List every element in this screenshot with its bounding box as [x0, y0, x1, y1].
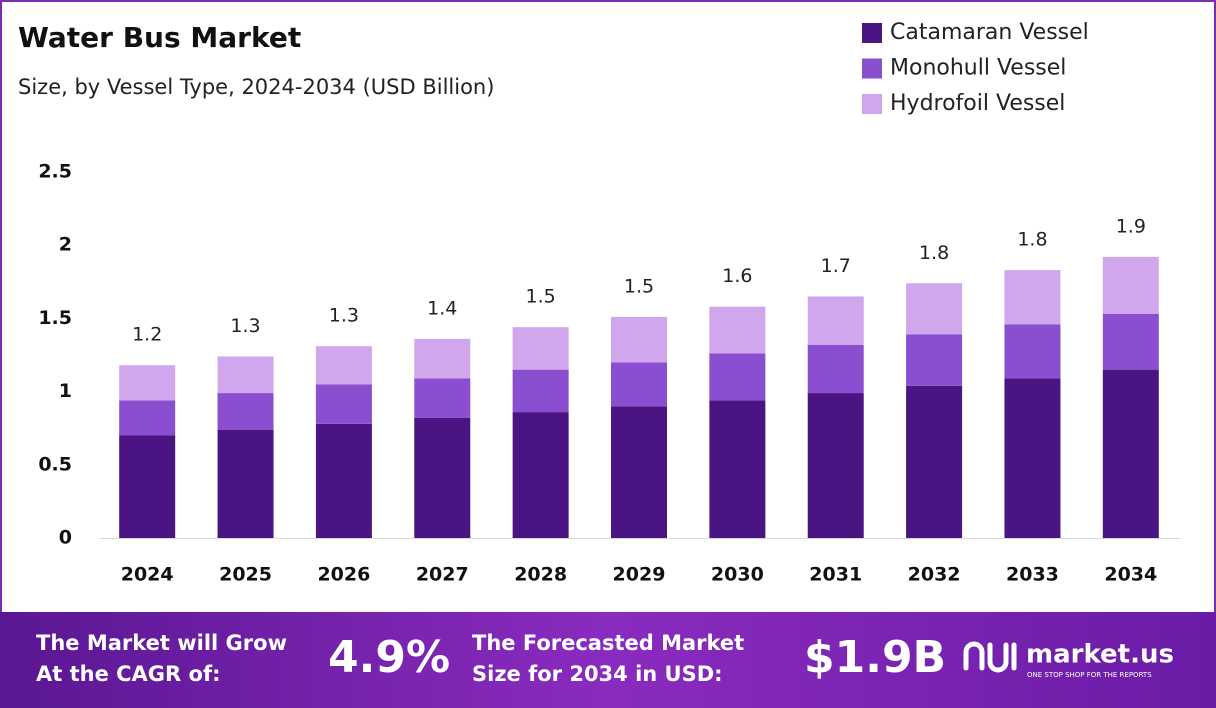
y-tick-label: 1: [59, 380, 72, 402]
total-label: 1.5: [526, 286, 556, 308]
cagr-value: 4.9%: [328, 632, 450, 683]
bar-segment: [807, 344, 864, 394]
forecast-text: The Forecasted Market: [472, 631, 744, 655]
y-tick-label: 2.5: [38, 161, 72, 183]
bar-segment: [414, 417, 471, 538]
total-label: 1.7: [821, 255, 851, 277]
bar-segment: [119, 400, 176, 436]
total-label: 1.2: [132, 324, 162, 346]
bar-segment: [709, 353, 766, 401]
y-tick-label: 1.5: [38, 307, 72, 329]
legend-label: Catamaran Vessel: [890, 20, 1089, 45]
bar-segment: [512, 369, 569, 413]
legend-label: Monohull Vessel: [890, 56, 1066, 81]
bar-segment: [1102, 369, 1159, 538]
forecast-value: $1.9B: [804, 632, 946, 683]
bar-segment: [217, 356, 274, 394]
x-tick-label: 2032: [908, 564, 961, 586]
x-tick-label: 2024: [121, 564, 174, 586]
logo-tagline: ONE STOP SHOP FOR THE REPORTS: [1027, 671, 1152, 679]
bar-segment: [512, 412, 569, 538]
bar-segment: [1004, 270, 1061, 325]
bar-segment: [315, 346, 372, 385]
bar-segment: [807, 393, 864, 538]
bar-segment: [611, 316, 667, 363]
logo-icon: [963, 641, 1017, 673]
cagr-text: The Market will Grow: [36, 631, 287, 655]
total-label: 1.3: [230, 315, 260, 337]
bar-segment: [414, 378, 471, 418]
chart-title: Water Bus Market: [18, 21, 301, 54]
bar-segment: [807, 296, 864, 345]
x-tick-label: 2027: [416, 564, 469, 586]
x-tick-label: 2031: [809, 564, 862, 586]
bar-segment: [1102, 314, 1159, 370]
legend-label: Hydrofoil Vessel: [890, 91, 1065, 116]
bar-segment: [315, 384, 372, 424]
y-tick-label: 0: [59, 527, 72, 549]
bar-segment: [512, 327, 569, 370]
bar-segment: [1102, 256, 1159, 315]
bar-segment: [315, 423, 372, 538]
bar-segment: [906, 385, 963, 538]
x-tick-label: 2028: [514, 564, 567, 586]
y-tick-label: 0.5: [38, 453, 72, 475]
bar-segment: [906, 334, 963, 386]
legend-swatch: [862, 94, 882, 114]
bar-segment: [611, 406, 667, 538]
cagr-text: At the CAGR of:: [36, 662, 221, 686]
bar-segment: [119, 365, 176, 401]
total-label: 1.6: [722, 265, 752, 287]
forecast-text: Size for 2034 in USD:: [472, 662, 723, 686]
x-tick-label: 2025: [219, 564, 272, 586]
x-tick-label: 2026: [317, 564, 370, 586]
bar-segment: [217, 429, 274, 538]
bar-segment: [709, 306, 766, 354]
bar-segment: [217, 393, 274, 430]
total-label: 1.3: [329, 305, 359, 327]
bar-segment: [414, 338, 471, 379]
legend-swatch: [862, 58, 882, 79]
x-tick-label: 2033: [1006, 564, 1059, 586]
total-label: 1.5: [624, 275, 654, 297]
total-label: 1.8: [919, 242, 949, 264]
bar-segment: [709, 400, 766, 538]
chart-subtitle: Size, by Vessel Type, 2024-2034 (USD Bil…: [18, 75, 494, 99]
y-tick-label: 2: [59, 234, 72, 256]
bar-segment: [906, 283, 963, 335]
total-label: 1.9: [1116, 215, 1146, 237]
bar-segment: [611, 362, 667, 407]
x-tick-label: 2034: [1104, 564, 1157, 586]
x-tick-label: 2029: [613, 564, 666, 586]
total-label: 1.4: [427, 297, 457, 319]
bar-segment: [119, 435, 176, 538]
logo-text: market.us: [1026, 640, 1174, 670]
x-tick-label: 2030: [711, 564, 764, 586]
total-label: 1.8: [1017, 229, 1047, 251]
legend-swatch: [862, 23, 882, 43]
bar-segment: [1004, 378, 1061, 538]
bar-segment: [1004, 324, 1061, 379]
